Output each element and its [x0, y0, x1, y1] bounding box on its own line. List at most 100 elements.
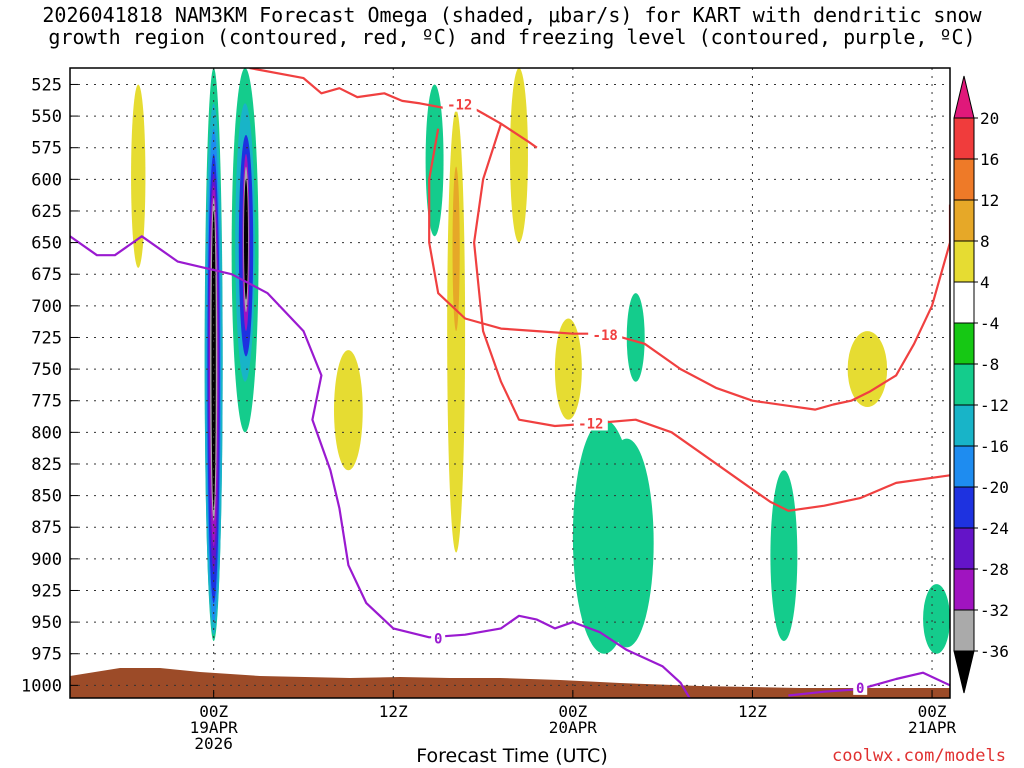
colorbar-bin-11: [953, 527, 975, 570]
plot-background: [70, 68, 950, 698]
colorbar-label-1: 16: [980, 150, 999, 169]
omega-cell-15: [334, 350, 363, 471]
colorbar-label-8: -16: [980, 437, 1009, 456]
contour-label-bg-freezing_level_0: [431, 630, 446, 646]
x-tick-label-0-2: 2026: [194, 734, 233, 753]
y-tick-label-925: 925: [31, 581, 62, 601]
colorbar-label-11: -28: [980, 560, 1009, 579]
contour-layer: -12 -12 -18 0 0: [70, 68, 950, 698]
colorbar-label-0: 20: [980, 109, 999, 128]
colorbar-bin-4: [953, 240, 975, 283]
colorbar-bin-2: [953, 158, 975, 201]
y-tick-label-725: 725: [31, 328, 62, 348]
y-axis: 525 550 575 600 625 650 675 700 725 750 775 800 825 8…: [21, 75, 78, 696]
contour-label-dgz_-12: -12: [447, 98, 472, 114]
y-tick-label-975: 975: [31, 645, 62, 665]
contour-freezing_level_0_b: [788, 671, 950, 697]
omega-cell-19: [510, 68, 528, 243]
colorbar: 20 16 12 8 4 -4 -8 -12 -16 -20 -24 -28 -32 -36: [953, 75, 1009, 694]
y-tick-label-875: 875: [31, 518, 62, 538]
y-tick-label-625: 625: [31, 202, 62, 222]
y-tick-label-550: 550: [31, 107, 62, 127]
colorbar-bin-8: [953, 404, 975, 447]
colorbar-bin-12: [953, 568, 975, 611]
contour-label-dgz_-18: -18: [593, 328, 618, 344]
contour-label-bg-dgz_-18: [588, 326, 623, 342]
colorbar-bin-3: [953, 199, 975, 242]
colorbar-top-arrow: [953, 75, 975, 119]
colorbar-label-12: -32: [980, 601, 1009, 620]
omega-cell-7: [211, 210, 216, 509]
grid-layer: [70, 68, 950, 698]
x-tick-label-20-0: 00Z: [558, 702, 587, 721]
x-axis-title: Forecast Time (UTC): [416, 745, 608, 767]
colorbar-label-5: -4: [980, 314, 999, 333]
source-credit: coolwx.com/models: [832, 746, 1006, 766]
omega-cell-25: [770, 470, 798, 642]
colorbar-bin-6: [953, 322, 975, 365]
contour-label-freezing_level_0_b: 0: [856, 681, 864, 697]
colorbar-label-9: -20: [980, 478, 1009, 497]
colorbar-label-3: 8: [980, 232, 990, 251]
contour-freezing_level_0: [70, 235, 691, 698]
contour-dgz_-18: [428, 128, 950, 411]
omega-shading-layer: [131, 68, 950, 654]
y-tick-label-775: 775: [31, 392, 62, 412]
colorbar-bin-1: [953, 117, 975, 160]
colorbar-bin-7: [953, 363, 975, 406]
colorbar-bottom-arrow: [953, 650, 975, 694]
contour-dgz_-12: [249, 68, 538, 149]
x-tick-label-0-0: 00Z: [199, 702, 228, 721]
omega-cell-18: [452, 166, 460, 332]
x-tick-label-20-1: 20APR: [549, 718, 598, 737]
omega-cell-23: [626, 293, 645, 382]
y-tick-label-525: 525: [31, 75, 62, 95]
y-tick-label-950: 950: [31, 613, 62, 633]
y-tick-label-800: 800: [31, 423, 62, 443]
y-tick-label-825: 825: [31, 455, 62, 475]
omega-cell-24: [847, 331, 888, 408]
title-line-1: 2026041818 NAM3KM Forecast Omega (shaded…: [42, 3, 982, 27]
contour-label-bg-dgz_-12: [442, 96, 477, 112]
title-line-2: growth region (contoured, red, ºC) and f…: [48, 25, 976, 49]
colorbar-label-13: -36: [980, 642, 1009, 661]
y-tick-label-650: 650: [31, 234, 62, 254]
y-tick-label-575: 575: [31, 139, 62, 159]
omega-cell-20: [554, 318, 582, 420]
y-tick-label-600: 600: [31, 170, 62, 190]
y-tick-label-675: 675: [31, 265, 62, 285]
y-tick-label-750: 750: [31, 360, 62, 380]
chart-title: 2026041818 NAM3KM Forecast Omega (shaded…: [0, 4, 1024, 48]
colorbar-label-6: -8: [980, 355, 999, 374]
y-tick-label-700: 700: [31, 297, 62, 317]
omega-cell-26: [923, 584, 950, 654]
contour-label-freezing_level_0: 0: [434, 632, 442, 648]
colorbar-bin-9: [953, 445, 975, 488]
plot-frame: [69, 67, 951, 699]
colorbar-label-7: -12: [980, 396, 1009, 415]
colorbar-bin-13: [953, 609, 975, 652]
colorbar-label-2: 12: [980, 191, 999, 210]
x-tick-label-30-0: 12Z: [738, 702, 767, 721]
contour-label-dgz_-12_lower: -12: [578, 416, 603, 432]
y-tick-label-900: 900: [31, 550, 62, 570]
contour-label-bg-freezing_level_0_b: [853, 679, 868, 695]
omega-cell-13: [244, 179, 248, 300]
y-tick-label-850: 850: [31, 487, 62, 507]
y-tick-label-1000: 1000: [21, 676, 62, 696]
x-tick-label-40-0: 00Z: [918, 702, 947, 721]
colorbar-bin-10: [953, 486, 975, 529]
omega-cell-22: [599, 438, 654, 648]
omega-cell-14: [131, 84, 146, 268]
x-tick-label-0-1: 19APR: [190, 718, 239, 737]
contour-dgz_-12_lower: [473, 123, 950, 512]
x-tick-label-40-1: 21APR: [908, 718, 957, 737]
x-tick-label-10-0: 12Z: [379, 702, 408, 721]
terrain-surface: [70, 668, 950, 698]
colorbar-bin-5: [953, 281, 975, 324]
colorbar-label-10: -24: [980, 519, 1009, 538]
contour-label-bg-dgz_-12_lower: [573, 415, 608, 431]
colorbar-label-4: 4: [980, 273, 990, 292]
